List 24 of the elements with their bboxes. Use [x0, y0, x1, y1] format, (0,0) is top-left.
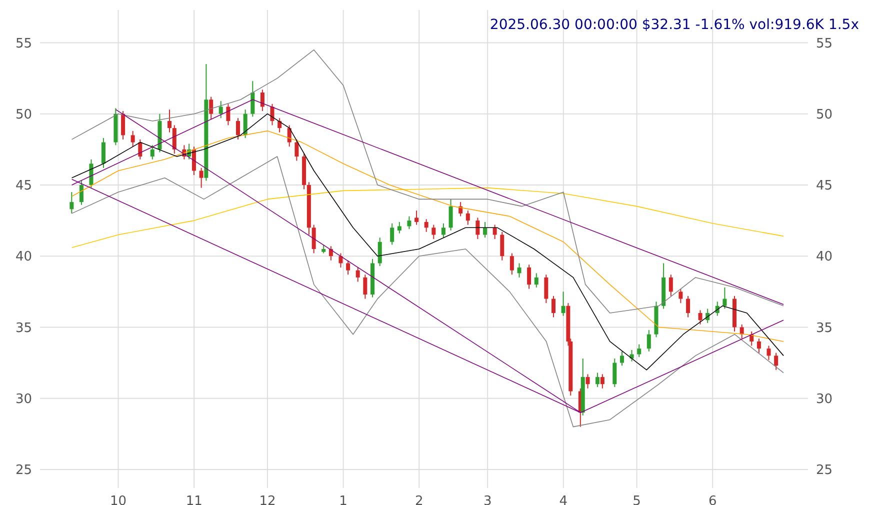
x-tick-label: 5	[632, 494, 641, 505]
y-tick-label: 30	[15, 392, 32, 407]
y2-tick-label: 50	[816, 107, 833, 122]
y-tick-label: 50	[15, 107, 32, 122]
y2-tick-label: 25	[816, 463, 833, 478]
y-tick-label: 40	[15, 250, 32, 265]
y2-tick-label: 45	[816, 178, 833, 194]
x-tick-label: 10	[110, 494, 127, 505]
x-tick-label: 3	[483, 494, 492, 505]
y2-tick-label: 30	[816, 392, 833, 407]
y2-tick-label: 40	[816, 250, 833, 265]
x-tick-label: 4	[559, 494, 568, 505]
y2-tick-label: 35	[816, 320, 833, 336]
y-tick-label: 25	[15, 463, 32, 478]
x-tick-label: 12	[259, 494, 276, 505]
y-tick-label: 35	[15, 320, 32, 336]
text: 2025.06.30 00:00:00 $32.31 -1.61% vol:919.6K 1.5x	[490, 17, 859, 33]
x-tick-label: 1	[339, 494, 348, 505]
y-tick-label: 55	[15, 36, 32, 52]
x-tick-label: 6	[708, 494, 717, 505]
y-tick-label: 45	[15, 178, 32, 194]
x-tick-label: 2	[414, 494, 424, 505]
x-tick-label: 11	[186, 494, 202, 505]
y2-tick-label: 55	[816, 36, 833, 52]
